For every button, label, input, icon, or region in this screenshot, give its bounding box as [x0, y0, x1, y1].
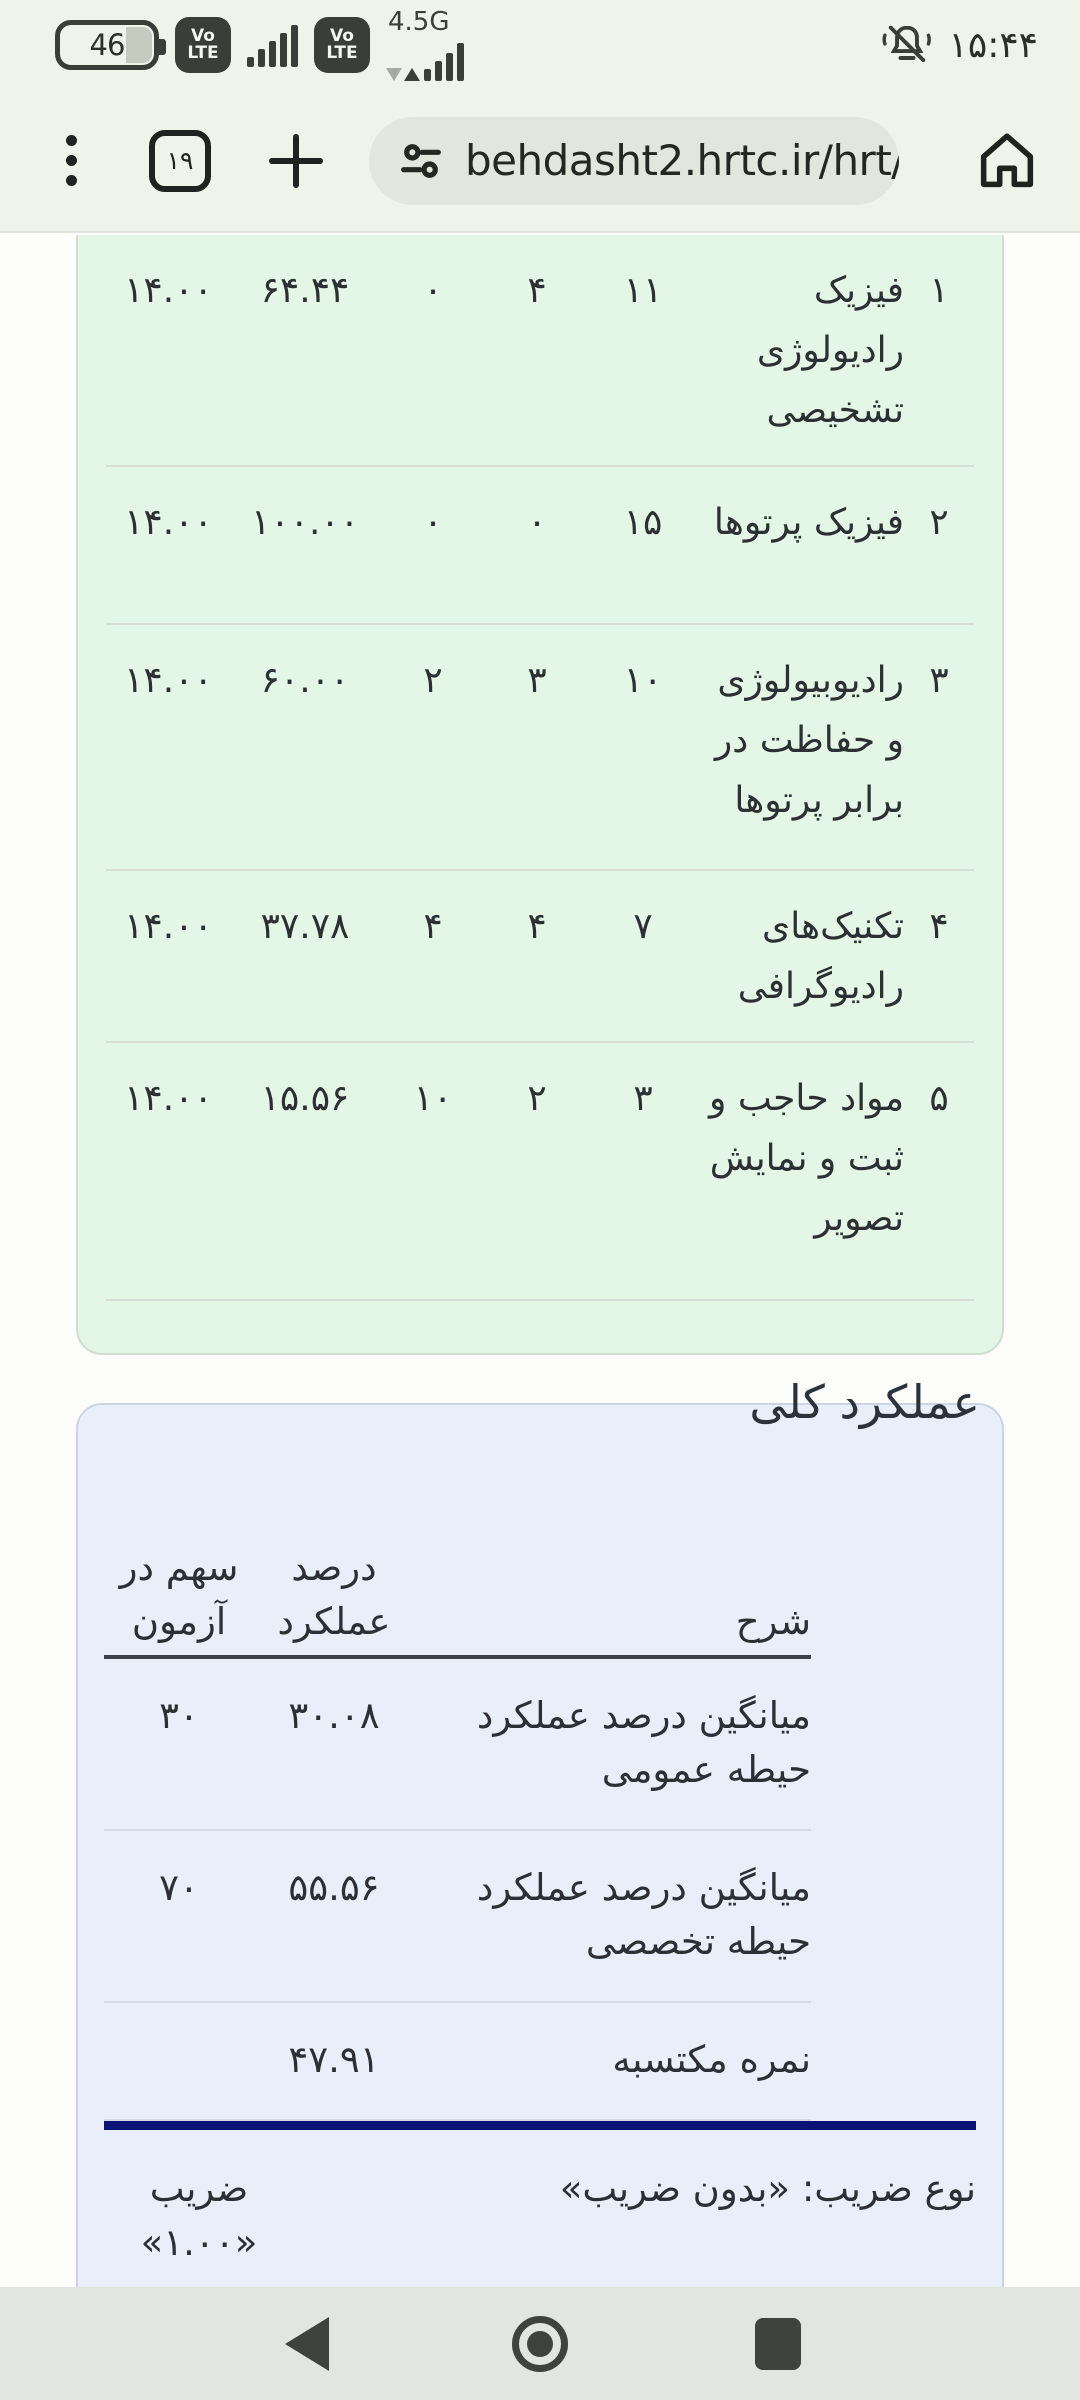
table-row: ۵ مواد حاجب و ثبت و نمایش تصویر ۳ ۲ ۱۰ ۱… [124, 1078, 949, 1239]
status-right-cluster: ۱۵:۴۴ [881, 19, 1038, 71]
browser-toolbar: ۱۹ behdasht2.hrtc.ir/hrt/| [0, 90, 1080, 233]
overall-performance-card: شرح درصد عملکرد سهم در آزمون میانگین درص… [76, 1403, 1004, 2287]
coefficient-row: نوع ضریب: «بدون ضریب» ضریب «۱.۰۰» [140, 2167, 976, 2264]
table-row: نمره مکتسبه ۴۷.۹۱ [288, 2038, 811, 2081]
volte-badge-icon: Vo LTE [175, 17, 231, 73]
table-row: ۴ تکنیک‌های رادیوگرافی ۷ ۴ ۴ ۳۷.۷۸ ۱۴.۰۰ [124, 906, 949, 1007]
site-settings-tune-icon [401, 143, 441, 178]
overall-performance-table: شرح درصد عملکرد سهم در آزمون میانگین درص… [104, 1405, 811, 2121]
data-down-arrow-icon [386, 68, 402, 81]
row-divider [106, 869, 974, 871]
row-divider [106, 1299, 974, 1301]
clock: ۱۵:۴۴ [948, 24, 1038, 66]
table-row: ۲ فیزیک پرتوها ۱۵ ۰ ۰ ۱۰۰.۰۰ ۱۴.۰۰ [124, 502, 949, 543]
status-bar: 46 Vo LTE Vo LTE 4.5G [0, 0, 1080, 90]
tab-switcher-button[interactable]: ۱۹ [149, 129, 211, 192]
header-percent: درصد عملکرد [277, 1546, 391, 1643]
table-row: ۳ رادیوبیولوژی و حفاظت در برابر پرتوها ۱… [124, 660, 949, 821]
row-divider [104, 2001, 811, 2003]
row-divider [104, 2119, 811, 2121]
network-4-5g-indicator: 4.5G [386, 9, 464, 81]
network-type-label: 4.5G [388, 7, 450, 37]
recents-button[interactable] [755, 2317, 801, 2370]
web-page-content: ۱ فیزیک رادیولوژی تشخیصی ۱۱ ۴ ۰ ۶۴.۴۴ ۱۴… [0, 235, 1080, 2287]
url-bar[interactable]: behdasht2.hrtc.ir/hrt/| [369, 116, 899, 205]
row-divider [106, 1041, 974, 1043]
battery-percent: 46 [89, 28, 126, 62]
battery-nub [159, 39, 166, 55]
header-share: سهم در آزمون [119, 1546, 239, 1643]
home-nav-button[interactable] [512, 2315, 568, 2372]
battery-icon: 46 [55, 20, 166, 70]
battery-fill [126, 27, 152, 63]
row-divider [104, 1829, 811, 1831]
new-tab-button[interactable] [267, 132, 325, 190]
section-divider-navy [104, 2121, 976, 2130]
android-navigation-bar [0, 2287, 1080, 2400]
menu-kebab-icon[interactable] [52, 125, 91, 196]
home-button[interactable] [972, 126, 1042, 196]
header-desc: شرح [735, 1600, 811, 1643]
overall-performance-title: عملکرد کلی [749, 1375, 980, 1429]
table-row: میانگین درصد عملکرد حیطه عمومی ۳۰.۰۸ ۳۰ [159, 1694, 811, 1791]
vibrate-mute-icon [881, 25, 931, 63]
data-up-arrow-icon [404, 68, 420, 81]
tab-count: ۱۹ [166, 146, 194, 175]
url-text: behdasht2.hrtc.ir/hrt/ [465, 136, 899, 185]
header-underline [104, 1655, 811, 1659]
row-divider [106, 623, 974, 625]
row-divider [106, 465, 974, 467]
table-row: میانگین درصد عملکرد حیطه تخصصی ۵۵.۵۶ ۷۰ [159, 1866, 811, 1963]
status-left-cluster: 46 Vo LTE Vo LTE 4.5G [55, 9, 464, 81]
back-button[interactable] [285, 2316, 329, 2371]
table-row: ۱ فیزیک رادیولوژی تشخیصی ۱۱ ۴ ۰ ۶۴.۴۴ ۱۴… [124, 270, 949, 431]
subject-scores-card: ۱ فیزیک رادیولوژی تشخیصی ۱۱ ۴ ۰ ۶۴.۴۴ ۱۴… [76, 235, 1004, 1355]
volte-badge-icon-2: Vo LTE [314, 17, 370, 73]
table-header-row: شرح درصد عملکرد سهم در آزمون [104, 1405, 811, 1655]
signal-bars-icon [247, 23, 298, 67]
signal-bars-icon-2 [424, 37, 464, 81]
